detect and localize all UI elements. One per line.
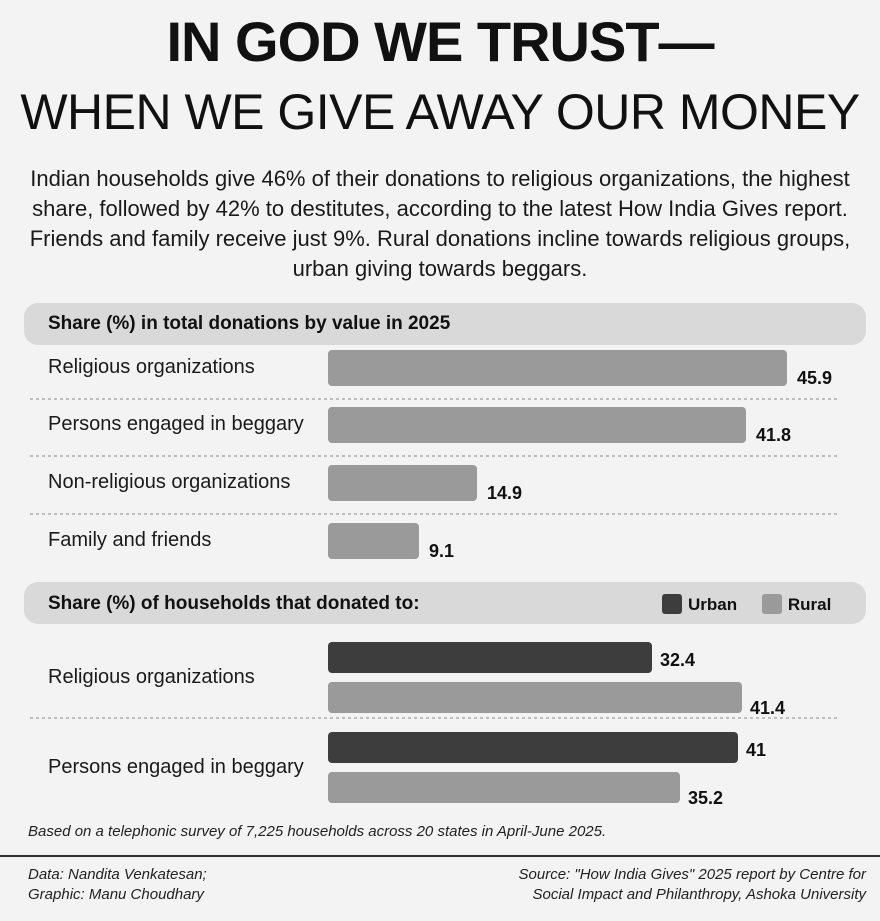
category-label: Family and friends xyxy=(48,529,211,551)
bar xyxy=(328,465,477,501)
chart1-title: Share (%) in total donations by value in… xyxy=(48,313,451,334)
chart2-title-band xyxy=(24,582,866,624)
footer-divider xyxy=(0,855,880,857)
bar-rural xyxy=(328,772,680,803)
legend-swatch-rural xyxy=(761,594,782,614)
credit-graphic: Graphic: Manu Choudhary xyxy=(28,886,204,903)
chart1-title-band xyxy=(24,303,866,345)
bar-rural xyxy=(328,682,742,713)
category-label: Persons engaged in beggary xyxy=(48,756,304,778)
source-line-1: Source: "How India Gives" 2025 report by… xyxy=(518,866,866,883)
value-label: 14.9 xyxy=(487,483,522,503)
legend: Urban Rural xyxy=(662,594,831,615)
legend-item-rural: Rural xyxy=(761,594,832,615)
credit-data: Data: Nandita Venkatesan; xyxy=(28,866,207,883)
subheadline: WHEN WE GIVE AWAY OUR MONEY xyxy=(20,84,860,140)
bar xyxy=(328,523,419,559)
value-label: 35.2 xyxy=(688,788,723,808)
legend-item-urban: Urban xyxy=(662,594,737,615)
category-label: Religious organizations xyxy=(48,666,255,688)
bar-urban xyxy=(328,732,738,763)
legend-swatch-urban xyxy=(662,594,682,614)
category-label: Persons engaged in beggary xyxy=(48,413,304,435)
value-label: 41 xyxy=(746,740,766,760)
legend-label-rural: Rural xyxy=(787,595,832,614)
value-label: 41.8 xyxy=(756,425,791,445)
survey-note: Based on a telephonic survey of 7,225 ho… xyxy=(28,823,607,840)
value-label: 45.9 xyxy=(797,368,832,388)
intro-text: Indian households give 46% of their dona… xyxy=(29,166,851,281)
chart2-title: Share (%) of households that donated to: xyxy=(48,593,420,614)
value-label: 32.4 xyxy=(660,650,695,670)
category-label: Non-religious organizations xyxy=(48,471,290,493)
bar xyxy=(328,407,746,443)
value-label: 41.4 xyxy=(750,698,785,718)
headline: IN GOD WE TRUST— xyxy=(166,10,714,73)
source-line-2: Social Impact and Philanthropy, Ashoka U… xyxy=(532,886,867,903)
legend-label-urban: Urban xyxy=(688,595,738,614)
bar xyxy=(328,350,787,386)
category-label: Religious organizations xyxy=(48,356,255,378)
credits: Data: Nandita Venkatesan; Graphic: Manu … xyxy=(28,865,207,905)
bar-urban xyxy=(328,642,652,673)
source: Source: "How India Gives" 2025 report by… xyxy=(519,865,866,905)
value-label: 9.1 xyxy=(429,541,454,561)
